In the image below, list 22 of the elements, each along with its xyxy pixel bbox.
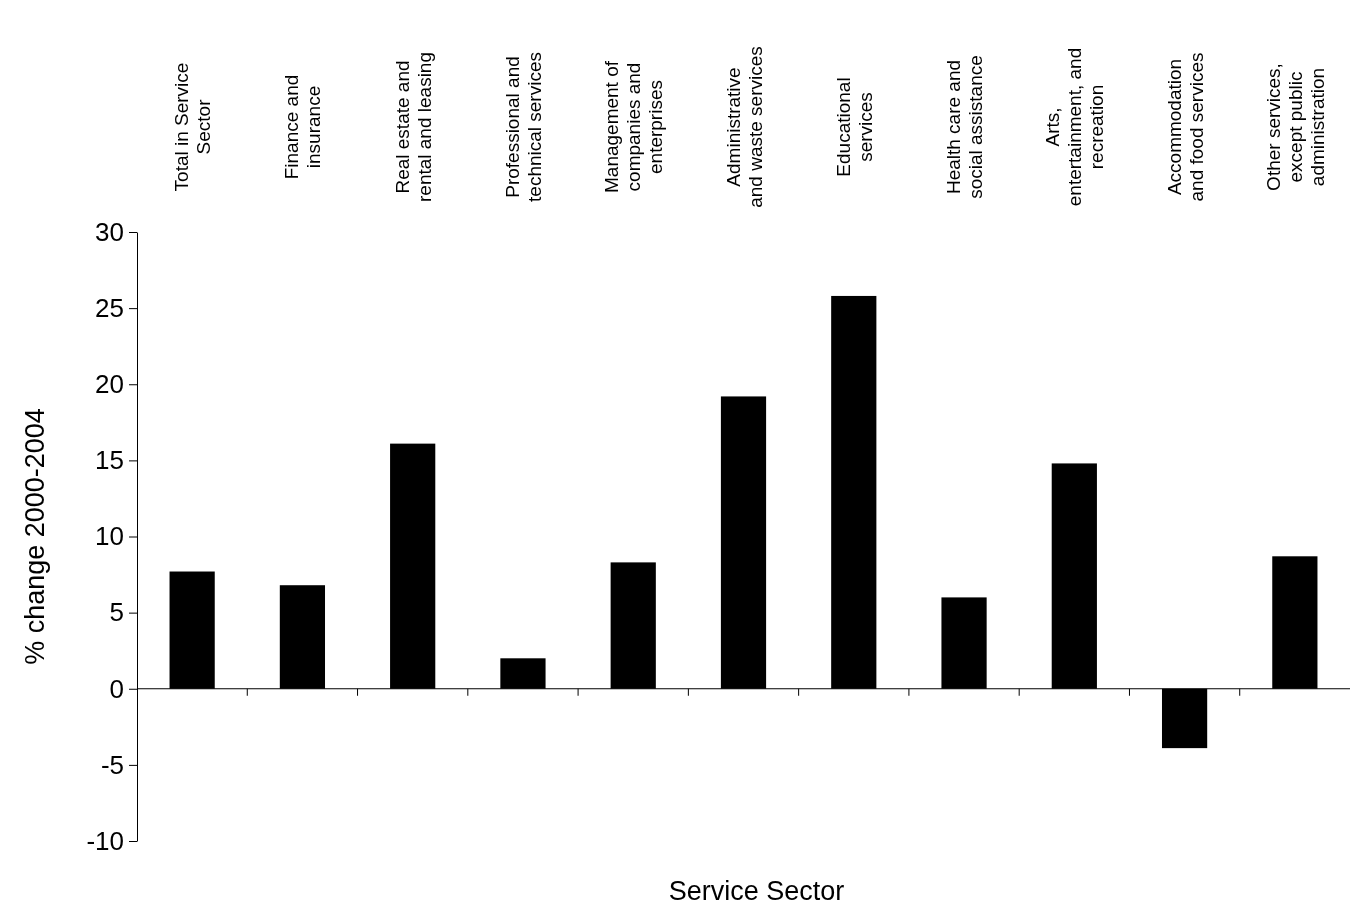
y-tick-label: 10 <box>95 521 124 552</box>
y-tick-label: 5 <box>109 597 124 628</box>
x-tick-label: Management of companies and enterprises <box>601 60 667 194</box>
y-tick-label: -5 <box>100 749 124 780</box>
y-tick-label: 15 <box>95 445 124 476</box>
x-tick-label: Accommodation and food services <box>1163 52 1207 202</box>
x-tick-label: Total in Service Sector <box>171 62 215 192</box>
x-tick-label: Health care and social assistance <box>943 55 987 199</box>
y-tick-label: 30 <box>95 216 124 247</box>
x-tick-label: Finance and insurance <box>281 74 325 180</box>
y-tick-label: 0 <box>109 673 124 704</box>
y-tick-label: 25 <box>95 292 124 323</box>
x-tick-label: Professional and technical services <box>501 52 545 202</box>
x-tick-label: Other services, except public administration <box>1262 63 1328 191</box>
y-axis-title: % change 2000-2004 <box>20 408 50 665</box>
y-tick-label: 20 <box>95 369 124 400</box>
x-tick-label: Arts, entertainment, and recreation <box>1042 47 1108 207</box>
x-tick-label: Real estate and rental and leasing <box>391 52 435 202</box>
x-tick-label: Administrative and waste services <box>722 46 766 208</box>
y-tick-label: -10 <box>86 825 124 856</box>
x-tick-label: Educational services <box>832 77 876 177</box>
x-axis-title: Service Sector <box>668 876 845 906</box>
